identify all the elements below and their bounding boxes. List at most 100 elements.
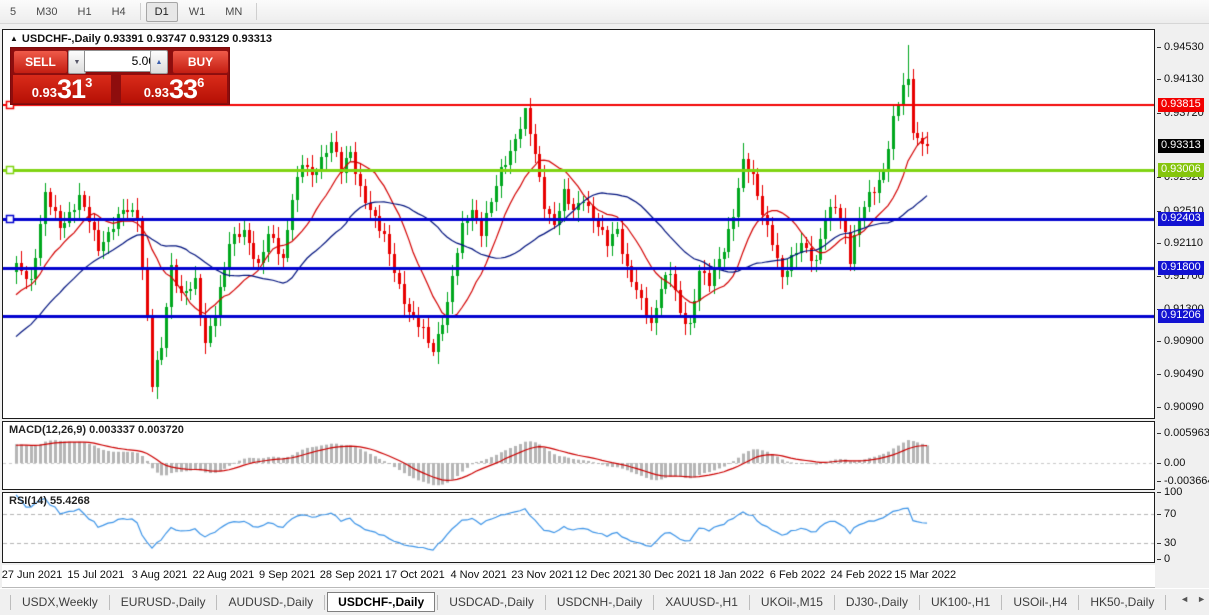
tab-uk100-h1[interactable]: UK100-,H1: [930, 595, 991, 609]
timeframe-toolbar: 5 M30 H1 H4 D1 W1 MN: [0, 0, 1209, 24]
price-level-badge: 0.91800: [1158, 261, 1204, 276]
chart-window: ▲ USDCHF-,Daily 0.93391 0.93747 0.93129 0…: [2, 29, 1155, 565]
tab-usoil-h4[interactable]: USOil-,H4: [1013, 595, 1068, 609]
axis-tick-mark: [1157, 463, 1161, 464]
date-label: 28 Sep 2021: [319, 569, 383, 581]
macd-chart-canvas[interactable]: [3, 422, 1154, 489]
tab-scroll-left-icon[interactable]: ◄: [1180, 594, 1190, 604]
tab-separator: [653, 594, 655, 610]
axis-tick-mark: [1157, 543, 1161, 544]
tab-ukoil-m15[interactable]: UKOil-,M15: [760, 595, 823, 609]
macd-label: MACD(12,26,9) 0.003337 0.003720: [9, 424, 184, 436]
toolbar-separator: [139, 3, 141, 20]
axis-tick-mark: [1157, 177, 1161, 178]
tab-xauusd-h1[interactable]: XAUUSD-,H1: [665, 595, 738, 609]
price-tick-label: 0.94130: [1164, 73, 1204, 86]
price-tick-label: 0.94530: [1164, 41, 1204, 53]
timeframe-button-5[interactable]: 5: [10, 5, 17, 18]
price-level-badge: 0.93006: [1158, 163, 1204, 178]
date-label: 23 Nov 2021: [511, 569, 574, 581]
macd-tick-label: 0.00: [1164, 457, 1186, 469]
tab-separator: [1001, 594, 1003, 610]
timeframe-button-w1[interactable]: W1: [188, 5, 206, 18]
volume-increase-button[interactable]: ▲: [150, 50, 168, 74]
tab-usdcnh-daily[interactable]: USDCNH-,Daily: [556, 595, 643, 609]
macd-tick-label: -0.003664: [1164, 475, 1209, 488]
time-axis: 27 Jun 2021 15 Jul 2021 3 Aug 2021 22 Aug 2…: [2, 565, 1155, 588]
rsi-tick-label: 30: [1164, 537, 1177, 549]
tab-dj30-daily[interactable]: DJ30-,Daily: [845, 595, 908, 609]
chevron-down-icon: ▼: [73, 58, 81, 66]
date-label: 3 Aug 2021: [131, 569, 188, 581]
timeframe-button-h4[interactable]: H4: [111, 5, 126, 18]
rsi-value: 55.4268: [49, 495, 90, 507]
price-level-badge: 0.92403: [1158, 212, 1204, 227]
one-click-panel-arrow-icon[interactable]: ▲: [10, 34, 18, 43]
buy-price-quote[interactable]: 0.93 33 6: [121, 75, 227, 103]
chevron-up-icon: ▲: [155, 58, 163, 66]
axis-tick-mark: [1157, 407, 1161, 408]
rsi-chart-canvas[interactable]: [3, 493, 1154, 562]
macd-tick-label: 0.005963: [1164, 427, 1209, 439]
sell-button[interactable]: SELL: [13, 50, 68, 74]
rsi-tick-label: 100: [1164, 486, 1183, 499]
tab-separator: [324, 594, 326, 610]
date-label: 12 Dec 2021: [574, 569, 638, 581]
date-label: 17 Oct 2021: [384, 569, 445, 581]
date-label: 6 Feb 2022: [769, 569, 826, 581]
axis-tick-mark: [1157, 433, 1161, 434]
axis-tick-mark: [1157, 243, 1161, 244]
axis-tick-mark: [1157, 514, 1161, 515]
macd-values: 0.003337 0.003720: [89, 424, 184, 436]
price-tick-label: 0.90090: [1164, 400, 1204, 413]
tab-separator: [108, 594, 110, 610]
timeframe-button-d1[interactable]: D1: [145, 1, 178, 22]
buy-button[interactable]: BUY: [172, 50, 229, 74]
price-tick-label: 0.90900: [1164, 335, 1204, 348]
tab-usdchf-daily[interactable]: USDCHF-,Daily: [327, 592, 436, 612]
tab-usdx-weekly[interactable]: USDX,Weekly: [22, 595, 98, 609]
axis-tick-mark: [1157, 559, 1161, 560]
tab-hk50-daily[interactable]: HK50-,Daily: [1090, 595, 1155, 609]
price-tick-label: 0.92110: [1164, 237, 1203, 250]
tab-separator: [833, 594, 835, 610]
tab-audusd-daily[interactable]: AUDUSD-,Daily: [228, 595, 314, 609]
axis-tick-mark: [1157, 113, 1161, 114]
rsi-tick-label: 70: [1164, 508, 1177, 520]
price-tick-label: 0.90490: [1164, 368, 1204, 381]
tab-separator: [544, 594, 546, 610]
volume-input[interactable]: [84, 50, 160, 72]
tab-eurusd-daily[interactable]: EURUSD-,Daily: [120, 595, 206, 609]
buy-price-pip: 6: [197, 75, 205, 90]
tab-separator: [1078, 594, 1080, 610]
timeframe-button-mn[interactable]: MN: [225, 5, 243, 18]
macd-name: MACD(12,26,9): [9, 424, 87, 436]
sell-price-prefix: 0.93: [31, 85, 58, 100]
chart-title: ▲ USDCHF-,Daily 0.93391 0.93747 0.93129 0…: [10, 33, 272, 45]
timeframe-button-m30[interactable]: M30: [36, 5, 58, 18]
date-label: 22 Aug 2021: [192, 569, 255, 581]
axis-tick-mark: [1157, 341, 1161, 342]
tab-usdcad-daily[interactable]: USDCAD-,Daily: [449, 595, 534, 609]
sell-price-pip: 3: [85, 75, 93, 90]
tab-separator: [216, 594, 218, 610]
axis-tick-mark: [1157, 79, 1161, 80]
macd-pane: MACD(12,26,9) 0.003337 0.003720: [2, 421, 1155, 490]
tab-separator: [10, 594, 11, 610]
tab-scroll-right-icon[interactable]: ►: [1197, 594, 1206, 604]
date-label: 15 Jul 2021: [67, 569, 125, 581]
tab-separator: [748, 594, 750, 610]
buy-price-prefix: 0.93: [143, 85, 170, 100]
tab-separator: [1165, 594, 1167, 610]
axis-tick-mark: [1157, 211, 1161, 212]
axis-tick-mark: [1157, 47, 1161, 48]
chart-symbol-period: USDCHF-,Daily: [21, 33, 101, 45]
tab-separator: [918, 594, 920, 610]
price-level-badge: 0.93313: [1158, 138, 1204, 153]
price-axis: 0.945300.941300.937200.929200.925100.921…: [1157, 29, 1209, 565]
sell-price-quote[interactable]: 0.93 31 3: [13, 75, 111, 103]
axis-tick-mark: [1157, 492, 1161, 493]
timeframe-button-h1[interactable]: H1: [77, 5, 92, 18]
